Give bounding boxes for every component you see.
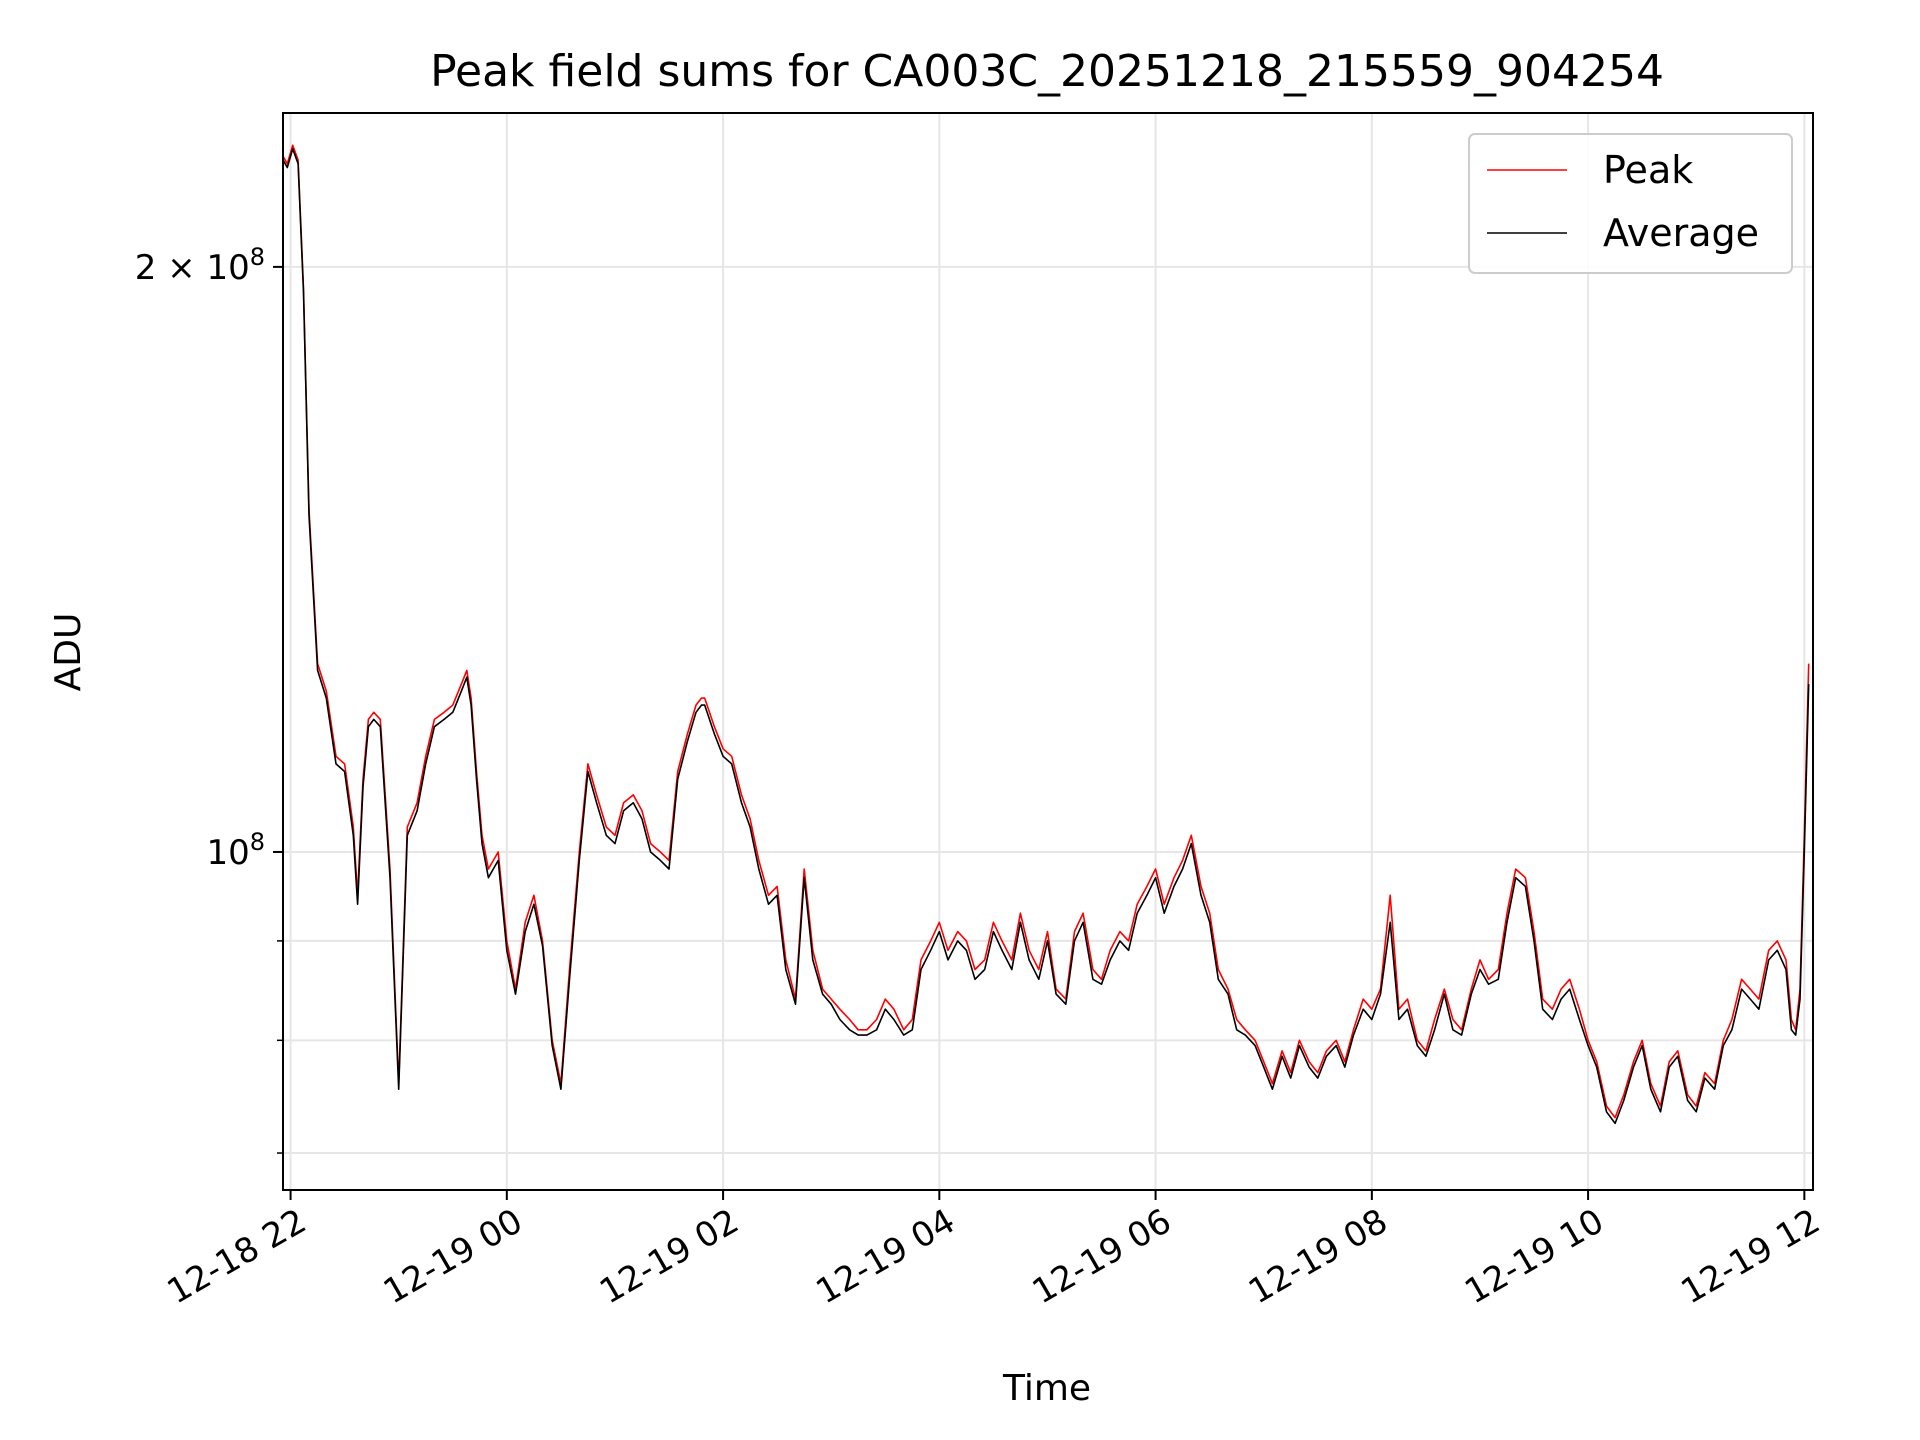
legend: Peak Average <box>1468 133 1793 274</box>
y-axis-label: ADU <box>48 613 89 692</box>
legend-label-peak: Peak <box>1603 148 1693 192</box>
legend-box <box>1468 133 1793 274</box>
series-line-peak <box>283 144 1810 1119</box>
chart-title: Peak field sums for CA003C_20251218_2155… <box>430 46 1664 97</box>
y-tick-label: 108 <box>206 828 265 873</box>
plot-area-frame <box>282 112 1814 1191</box>
series-layer <box>283 144 1810 1125</box>
series-line-average <box>283 148 1810 1125</box>
legend-label-average: Average <box>1603 211 1759 255</box>
y-tick-label: 2 × 108 <box>135 243 265 288</box>
x-axis-label: Time <box>1002 1368 1091 1409</box>
y-axis-ticks: 108 2 × 108 <box>135 243 283 1154</box>
